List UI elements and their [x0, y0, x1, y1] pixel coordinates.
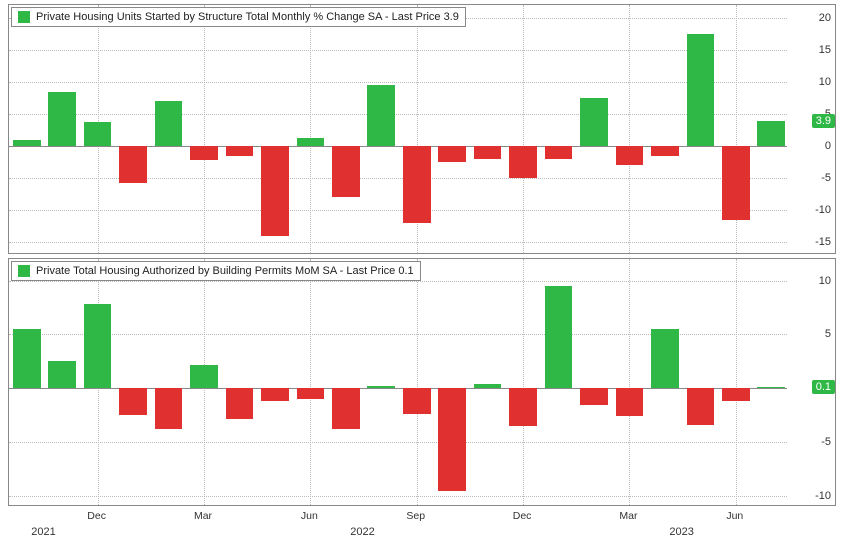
bar: [722, 388, 750, 401]
bar: [119, 388, 147, 415]
xtick-minor: Sep: [406, 510, 425, 522]
bar: [722, 146, 750, 220]
gridline-h: [9, 242, 787, 243]
xtick-major: 2023: [669, 526, 693, 538]
gridline-v: [310, 5, 311, 253]
ytick-label: 10: [819, 275, 831, 287]
bar: [155, 388, 183, 429]
ytick-label: 10: [819, 76, 831, 88]
bar: [616, 388, 644, 416]
xtick-minor: Dec: [513, 510, 532, 522]
bar: [84, 122, 112, 146]
ytick-label: 5: [825, 328, 831, 340]
bar: [261, 146, 289, 236]
gridline-v: [629, 5, 630, 253]
bar: [687, 388, 715, 425]
gridline-h: [9, 496, 787, 497]
panel-building-permits-legend: Private Total Housing Authorized by Buil…: [11, 261, 421, 281]
gridline-h: [9, 210, 787, 211]
bar: [261, 388, 289, 401]
ytick-label: -10: [815, 204, 831, 216]
xtick-minor: Mar: [619, 510, 637, 522]
bar: [545, 286, 573, 388]
xtick-major: 2021: [31, 526, 55, 538]
bar: [651, 146, 679, 156]
bar: [13, 140, 41, 146]
panel-housing-starts: Private Housing Units Started by Structu…: [8, 4, 836, 254]
bar: [509, 146, 537, 178]
last-price-badge: 0.1: [812, 380, 835, 394]
bar: [367, 85, 395, 146]
bar: [757, 387, 785, 388]
legend-text: Private Total Housing Authorized by Buil…: [36, 265, 414, 277]
bar: [297, 138, 325, 146]
bar: [687, 34, 715, 146]
ytick-label: -5: [821, 436, 831, 448]
x-axis: Dec Mar Jun Sep Dec Mar Jun 2021 2022 2023: [8, 508, 836, 544]
gridline-v: [417, 259, 418, 505]
xtick-minor: Jun: [301, 510, 318, 522]
gridline-v: [523, 5, 524, 253]
panel-housing-starts-chart-area: Private Housing Units Started by Structu…: [9, 5, 787, 253]
gridline-v: [629, 259, 630, 505]
bar: [226, 146, 254, 156]
xtick-minor: Dec: [87, 510, 106, 522]
bar: [367, 386, 395, 388]
ytick-label: 20: [819, 12, 831, 24]
legend-swatch: [18, 11, 30, 23]
bar: [474, 146, 502, 159]
gridline-v: [204, 5, 205, 253]
bar: [580, 98, 608, 146]
bar: [580, 388, 608, 404]
panel-housing-starts-legend: Private Housing Units Started by Structu…: [11, 7, 466, 27]
panel-building-permits-right-axis: -10-505100.1: [787, 259, 835, 505]
xtick-minor: Jun: [726, 510, 743, 522]
ytick-label: -10: [815, 490, 831, 502]
gridline-h: [9, 442, 787, 443]
gridline-h: [9, 50, 787, 51]
bar: [545, 146, 573, 159]
bar: [403, 146, 431, 223]
gridline-h: [9, 82, 787, 83]
bar: [155, 101, 183, 146]
xtick-minor: Mar: [194, 510, 212, 522]
legend-swatch: [18, 265, 30, 277]
bar: [48, 92, 76, 146]
bar: [438, 146, 466, 162]
xtick-major: 2022: [350, 526, 374, 538]
bar: [13, 329, 41, 388]
bar: [190, 365, 218, 389]
gridline-v: [310, 259, 311, 505]
gridline-v: [736, 259, 737, 505]
bar: [474, 384, 502, 388]
bar: [403, 388, 431, 414]
bar: [48, 361, 76, 388]
bar: [616, 146, 644, 165]
bar: [651, 329, 679, 388]
panel-housing-starts-right-axis: -15-10-5051015203.9: [787, 5, 835, 253]
bar: [509, 388, 537, 426]
ytick-label: -15: [815, 236, 831, 248]
ytick-label: 0: [825, 140, 831, 152]
panel-building-permits-chart-area: Private Total Housing Authorized by Buil…: [9, 259, 787, 505]
gridline-h: [9, 114, 787, 115]
bar: [190, 146, 218, 160]
bar: [332, 146, 360, 197]
bar: [297, 388, 325, 399]
gridline-v: [523, 259, 524, 505]
bar: [438, 388, 466, 490]
bar: [757, 121, 785, 146]
legend-text: Private Housing Units Started by Structu…: [36, 11, 459, 23]
ytick-label: -5: [821, 172, 831, 184]
ytick-label: 15: [819, 44, 831, 56]
bar: [226, 388, 254, 418]
bar: [119, 146, 147, 183]
bar: [332, 388, 360, 429]
bar: [84, 304, 112, 388]
last-price-badge: 3.9: [812, 114, 835, 128]
panel-building-permits: Private Total Housing Authorized by Buil…: [8, 258, 836, 506]
